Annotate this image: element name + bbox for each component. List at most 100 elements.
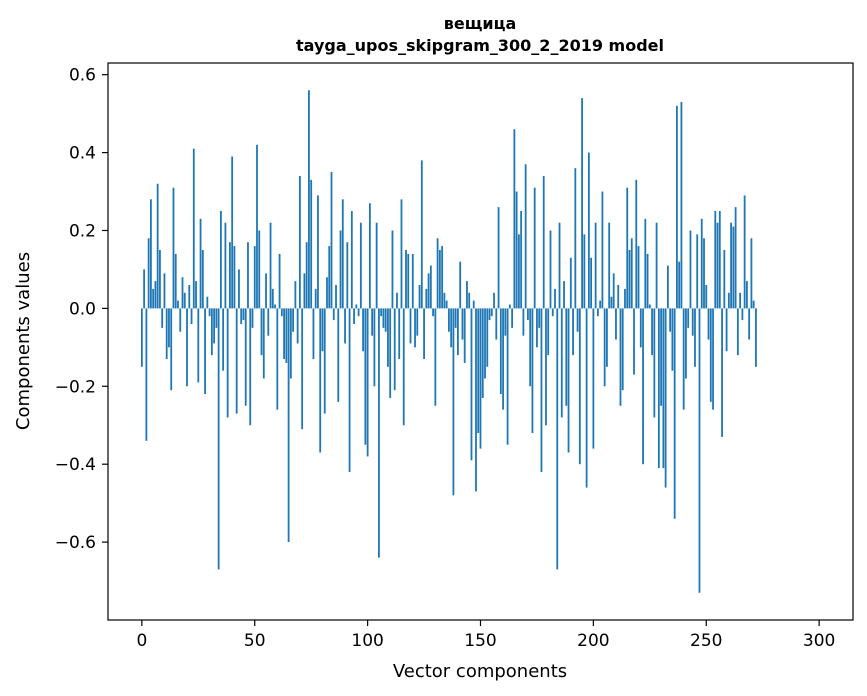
bar	[596, 308, 599, 317]
bar	[615, 308, 617, 340]
bar	[186, 308, 188, 387]
bar	[511, 308, 514, 328]
bar	[380, 308, 383, 317]
bar	[461, 308, 464, 340]
bar	[443, 292, 446, 309]
bar	[188, 285, 191, 309]
bar	[676, 105, 678, 309]
bar	[274, 304, 276, 309]
y-tick-label: 0.2	[69, 221, 96, 241]
bar	[569, 257, 572, 309]
bar	[210, 308, 213, 356]
bar	[545, 308, 547, 426]
bar	[685, 308, 687, 379]
bar	[429, 265, 432, 309]
bar	[703, 238, 705, 309]
bar	[346, 242, 349, 309]
x-tick-label: 300	[803, 631, 835, 651]
bar	[296, 308, 299, 344]
bar	[229, 242, 231, 309]
bar	[353, 308, 355, 324]
bar	[262, 308, 265, 379]
bar	[752, 300, 755, 309]
bar	[391, 230, 394, 309]
bar	[610, 296, 613, 309]
bar	[619, 308, 622, 406]
y-tick-label: −0.4	[55, 455, 96, 475]
bar	[312, 308, 315, 360]
bar	[226, 308, 229, 418]
bar	[183, 292, 186, 309]
bar	[411, 253, 414, 309]
bar	[542, 175, 545, 309]
bar	[323, 308, 326, 414]
bar	[265, 273, 267, 309]
bar	[560, 308, 563, 418]
bar	[378, 308, 380, 558]
chart-title: вещица	[444, 14, 517, 33]
bar	[734, 207, 737, 309]
bar	[308, 90, 310, 309]
bar	[459, 261, 462, 309]
x-tick-label: 200	[577, 631, 609, 651]
bar	[628, 249, 631, 309]
bar	[267, 308, 270, 336]
bar	[249, 308, 252, 426]
y-tick-label: −0.2	[55, 377, 96, 397]
bar	[337, 308, 340, 402]
bar	[743, 195, 746, 309]
bar	[242, 308, 245, 321]
bar	[490, 308, 493, 317]
bar	[414, 308, 416, 348]
bar	[644, 218, 647, 309]
bar	[578, 308, 581, 465]
bar	[750, 238, 753, 309]
bar	[730, 222, 732, 309]
bar	[592, 308, 595, 449]
bar	[601, 191, 604, 309]
bar	[531, 308, 534, 434]
bar	[174, 253, 177, 309]
bar	[285, 308, 288, 363]
bar	[477, 308, 480, 434]
bar	[330, 172, 333, 309]
bar	[149, 199, 152, 309]
bar	[375, 222, 378, 309]
bar	[310, 179, 313, 309]
bar	[240, 308, 243, 324]
bar	[332, 308, 335, 321]
bar	[319, 308, 322, 453]
bar	[222, 308, 225, 371]
bar	[317, 195, 319, 309]
bar	[204, 308, 206, 395]
bar	[502, 308, 504, 410]
bar	[457, 308, 459, 356]
bar	[201, 249, 204, 309]
bar	[393, 308, 396, 391]
bar	[721, 308, 723, 437]
bar	[585, 308, 588, 488]
bar	[348, 308, 351, 472]
bar	[143, 269, 146, 309]
bar	[527, 308, 529, 321]
bar	[418, 285, 421, 309]
bar	[326, 277, 328, 309]
bar	[387, 308, 389, 367]
bar	[696, 234, 699, 309]
bar	[447, 308, 450, 332]
bar	[651, 308, 653, 356]
bar	[366, 308, 369, 457]
bar	[639, 308, 642, 348]
bar	[269, 222, 272, 309]
bar	[294, 281, 297, 309]
bar	[540, 308, 543, 472]
bar	[168, 308, 170, 348]
bar	[635, 179, 638, 309]
bar	[755, 308, 757, 367]
bar	[364, 308, 367, 445]
bar	[213, 308, 216, 344]
bar	[637, 246, 640, 309]
bar	[301, 308, 304, 430]
bar	[678, 261, 681, 309]
bar	[154, 281, 157, 309]
